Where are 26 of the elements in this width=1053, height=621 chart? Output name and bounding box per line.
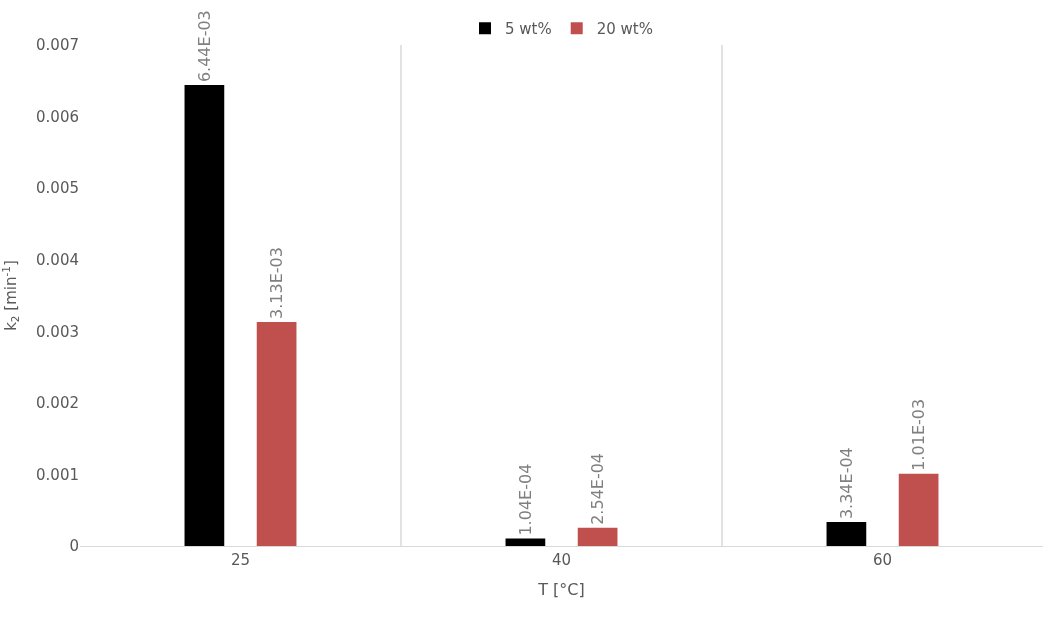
x-tick-label: 25 bbox=[230, 551, 251, 569]
data-label: 2.54E-04 bbox=[588, 452, 608, 525]
data-label: 3.13E-03 bbox=[267, 247, 287, 319]
legend-label: 5 wt% bbox=[505, 20, 552, 39]
bar bbox=[256, 321, 297, 546]
y-tick-label: 0.002 bbox=[36, 394, 79, 413]
legend-label: 20 wt% bbox=[596, 20, 653, 39]
y-tick-label: 0.004 bbox=[36, 250, 79, 269]
x-axis-title: T [°C] bbox=[537, 579, 585, 599]
data-label: 1.04E-04 bbox=[515, 463, 535, 536]
y-tick-label: 0.006 bbox=[36, 107, 79, 126]
bar bbox=[577, 527, 618, 546]
bar bbox=[826, 522, 867, 546]
bar bbox=[505, 538, 546, 546]
data-label: 6.44E-03 bbox=[194, 10, 214, 83]
bar bbox=[898, 473, 939, 546]
y-tick-label: 0.007 bbox=[36, 36, 79, 55]
x-tick-label: 40 bbox=[551, 551, 572, 569]
y-tick-label: 0.005 bbox=[36, 179, 79, 198]
data-label: 3.34E-04 bbox=[836, 447, 856, 520]
bar bbox=[184, 85, 225, 546]
y-tick-label: 0 bbox=[69, 537, 79, 556]
x-tick-label: 60 bbox=[872, 551, 893, 569]
y-tick-label: 0.003 bbox=[36, 322, 79, 341]
data-label: 1.01E-03 bbox=[909, 398, 929, 471]
y-tick-label: 0.001 bbox=[36, 465, 79, 484]
